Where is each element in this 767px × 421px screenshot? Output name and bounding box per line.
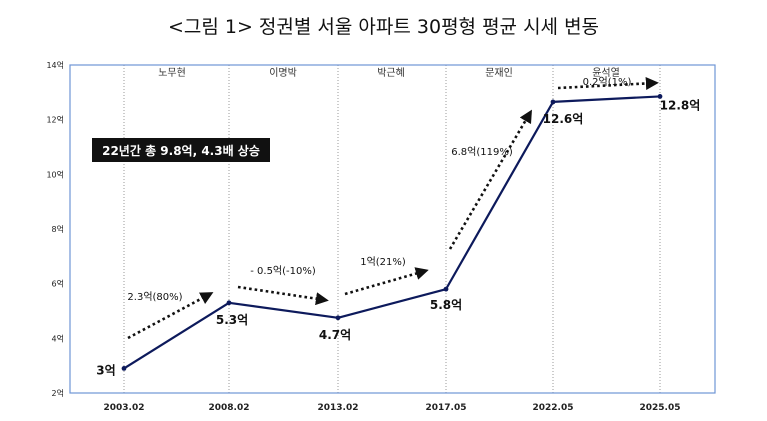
data-point xyxy=(335,315,341,321)
administration-label: 박근혜 xyxy=(377,67,405,79)
data-label: 5.8억 xyxy=(430,298,462,312)
summary-text: 22년간 총 9.8억, 4.3배 상승 xyxy=(102,143,260,158)
summary-box xyxy=(92,138,270,162)
y-tick-label: 12억 xyxy=(46,115,64,125)
trend-arrow xyxy=(344,267,429,296)
y-tick-label: 4억 xyxy=(52,333,64,343)
trend-arrow xyxy=(448,109,532,250)
change-annotation: 1억(21%) xyxy=(360,256,406,268)
change-annotation: 2.3억(80%) xyxy=(127,291,182,303)
x-tick-label: 2017.05 xyxy=(426,403,467,413)
trend-arrow xyxy=(557,76,659,90)
change-annotation: 0.2억(1%) xyxy=(583,76,632,88)
x-tick-label: 2008.02 xyxy=(209,403,250,413)
data-point xyxy=(121,366,127,371)
data-label: 12.6억 xyxy=(543,112,584,126)
y-tick-label: 14억 xyxy=(46,60,64,70)
administration-label: 이명박 xyxy=(269,67,297,79)
trend-arrow xyxy=(237,285,329,306)
y-tick-label: 2억 xyxy=(52,388,64,398)
change-annotation: - 0.5억(-10%) xyxy=(250,265,316,277)
chart-title: <그림 1> 정권별 서울 아파트 30평형 평균 시세 변동 xyxy=(167,16,600,38)
x-tick-label: 2013.02 xyxy=(318,403,359,413)
data-label: 4.7억 xyxy=(319,328,351,342)
plot-frame xyxy=(69,64,716,394)
x-tick-label: 2025.05 xyxy=(640,403,681,413)
data-label: 5.3억 xyxy=(216,313,248,327)
data-point xyxy=(657,94,663,99)
data-point xyxy=(550,99,556,105)
x-tick-label: 2022.05 xyxy=(533,403,574,413)
y-tick-label: 6억 xyxy=(52,279,64,289)
administration-label: 윤석열 xyxy=(592,67,620,79)
data-label: 12.8억 xyxy=(660,98,701,112)
data-point xyxy=(226,300,232,306)
data-label: 3억 xyxy=(96,363,115,377)
y-tick-label: 10억 xyxy=(46,169,64,179)
trend-arrow xyxy=(127,292,214,340)
x-tick-label: 2003.02 xyxy=(104,403,145,413)
y-tick-label: 8억 xyxy=(52,224,64,234)
administration-label: 노무현 xyxy=(158,67,186,79)
data-point xyxy=(443,286,449,292)
administration-label: 문재인 xyxy=(485,67,513,79)
series-line xyxy=(123,95,661,370)
change-annotation: 6.8억(119%) xyxy=(451,146,513,158)
